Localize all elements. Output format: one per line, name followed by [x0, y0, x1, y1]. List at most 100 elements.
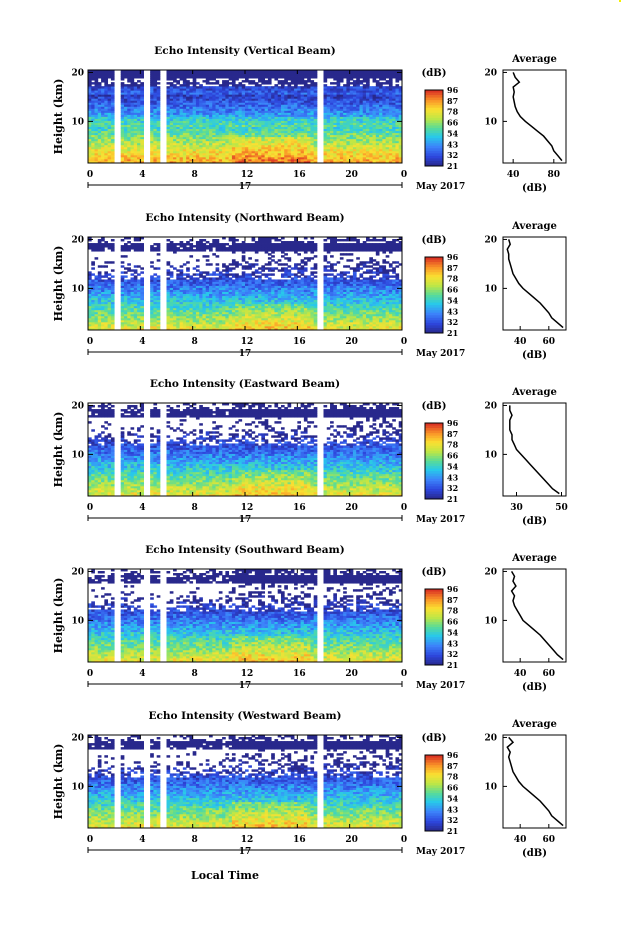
colorbar-tick-label: 96 — [447, 252, 459, 262]
profile-x-tick-label: 50 — [555, 503, 568, 513]
x-tick-label: 0 — [87, 669, 93, 679]
x-tick-label: 16 — [293, 669, 306, 679]
x-tick-label: 12 — [241, 503, 254, 513]
colorbar-unit-label: (dB) — [422, 68, 447, 79]
x-tick-label: 20 — [345, 337, 358, 347]
date-label: May 2017 — [416, 515, 465, 525]
heatmap-cells — [88, 403, 403, 497]
colorbar-tick-label: 43 — [447, 472, 459, 482]
y-tick-label: 10 — [71, 450, 84, 460]
y-tick-label: 10 — [71, 782, 84, 792]
panel-title: Echo Intensity (Southward Beam) — [145, 544, 344, 556]
x-tick-label: 8 — [192, 669, 198, 679]
profile-y-tick-label: 10 — [484, 117, 497, 127]
profile-line — [509, 405, 560, 495]
x-tick-label: 4 — [139, 337, 145, 347]
colorbar-tick-label: 96 — [447, 418, 459, 428]
profile-y-tick-label: 20 — [484, 733, 497, 743]
colorbar-tick-label: 87 — [447, 429, 458, 439]
x-tick-label: 8 — [192, 503, 198, 513]
day-label: 17 — [239, 349, 252, 359]
colorbar-tick-label: 78 — [447, 440, 459, 450]
x-tick-label: 4 — [139, 835, 145, 845]
colorbar-tick-label: 78 — [447, 274, 459, 284]
x-tick-label: 12 — [241, 835, 254, 845]
x-tick-label: 0 — [401, 669, 407, 679]
x-tick-label: 20 — [345, 669, 358, 679]
x-tick-label: 20 — [345, 835, 358, 845]
x-tick-label: 4 — [139, 503, 145, 513]
x-tick-label: 0 — [87, 835, 93, 845]
panel-title: Echo Intensity (Northward Beam) — [145, 212, 344, 224]
x-tick-label: 8 — [192, 337, 198, 347]
date-label: May 2017 — [416, 349, 465, 359]
profile-line — [512, 72, 563, 162]
beam-panel-1: Echo Intensity (Northward Beam) Height (k… — [52, 212, 567, 361]
colorbar — [425, 257, 443, 334]
profile-title: Average — [511, 719, 557, 730]
profile-x-tick-label: 30 — [510, 503, 523, 513]
colorbar-tick-label: 43 — [447, 804, 459, 814]
x-tick-label: 16 — [293, 170, 306, 180]
colorbar-tick-label: 87 — [447, 96, 458, 106]
y-axis-label: Height (km) — [52, 744, 65, 820]
y-tick-label: 20 — [71, 235, 84, 245]
heatmap-cells — [88, 735, 403, 829]
colorbar-unit-label: (dB) — [422, 733, 447, 744]
colorbar-tick-label: 32 — [447, 649, 458, 659]
colorbar — [425, 589, 443, 666]
colorbar-tick-label: 43 — [447, 139, 459, 149]
x-tick-label: 0 — [87, 503, 93, 513]
profile-x-axis-label: (dB) — [522, 516, 547, 527]
profile-x-tick-label: 60 — [543, 835, 556, 845]
x-tick-label: 12 — [241, 170, 254, 180]
profile-title: Average — [511, 553, 557, 564]
x-tick-label: 0 — [401, 503, 407, 513]
colorbar-tick-label: 32 — [447, 317, 458, 327]
colorbar-unit-label: (dB) — [422, 401, 447, 412]
day-label: 17 — [239, 182, 252, 192]
beam-panel-0: Echo Intensity (Vertical Beam) Height (km… — [52, 45, 567, 194]
colorbar-tick-label: 87 — [447, 761, 458, 771]
x-tick-label: 0 — [87, 170, 93, 180]
profile-x-axis-label: (dB) — [522, 682, 547, 693]
colorbar-tick-label: 21 — [447, 328, 458, 338]
heatmap-cells — [88, 237, 403, 331]
profile-y-tick-label: 20 — [484, 401, 497, 411]
panel-title: Echo Intensity (Westward Beam) — [148, 710, 341, 722]
profile-x-tick-label: 40 — [514, 669, 527, 679]
x-tick-label: 12 — [241, 669, 254, 679]
x-tick-label: 20 — [345, 170, 358, 180]
profile-x-axis-label: (dB) — [522, 848, 547, 859]
profile-y-tick-label: 20 — [484, 567, 497, 577]
x-tick-label: 0 — [401, 337, 407, 347]
heatmap-cells — [88, 70, 403, 164]
panel-title: Echo Intensity (Vertical Beam) — [154, 45, 335, 57]
colorbar-tick-label: 54 — [447, 128, 459, 138]
day-label: 17 — [239, 847, 252, 857]
profile-x-tick-label: 40 — [507, 170, 520, 180]
profile-line — [506, 736, 564, 827]
x-tick-label: 0 — [401, 170, 407, 180]
beam-panel-2: Echo Intensity (Eastward Beam) Height (km… — [52, 378, 568, 527]
x-tick-label: 16 — [293, 835, 306, 845]
profile-title: Average — [511, 221, 557, 232]
x-tick-label: 16 — [293, 337, 306, 347]
colorbar — [425, 755, 443, 832]
colorbar-unit-label: (dB) — [422, 567, 447, 578]
x-tick-label: 20 — [345, 503, 358, 513]
x-tick-label: 8 — [192, 835, 198, 845]
x-tick-label: 0 — [401, 835, 407, 845]
y-axis-label: Height (km) — [52, 79, 65, 155]
y-tick-label: 20 — [71, 401, 84, 411]
profile-y-tick-label: 10 — [484, 782, 497, 792]
day-label: 17 — [239, 515, 252, 525]
colorbar-tick-label: 66 — [447, 285, 459, 295]
corner-mark — [619, 0, 621, 2]
profile-line — [510, 571, 564, 661]
profile-y-tick-label: 20 — [484, 68, 497, 78]
colorbar-tick-label: 66 — [447, 617, 459, 627]
x-tick-label: 0 — [87, 337, 93, 347]
profile-title: Average — [511, 387, 557, 398]
